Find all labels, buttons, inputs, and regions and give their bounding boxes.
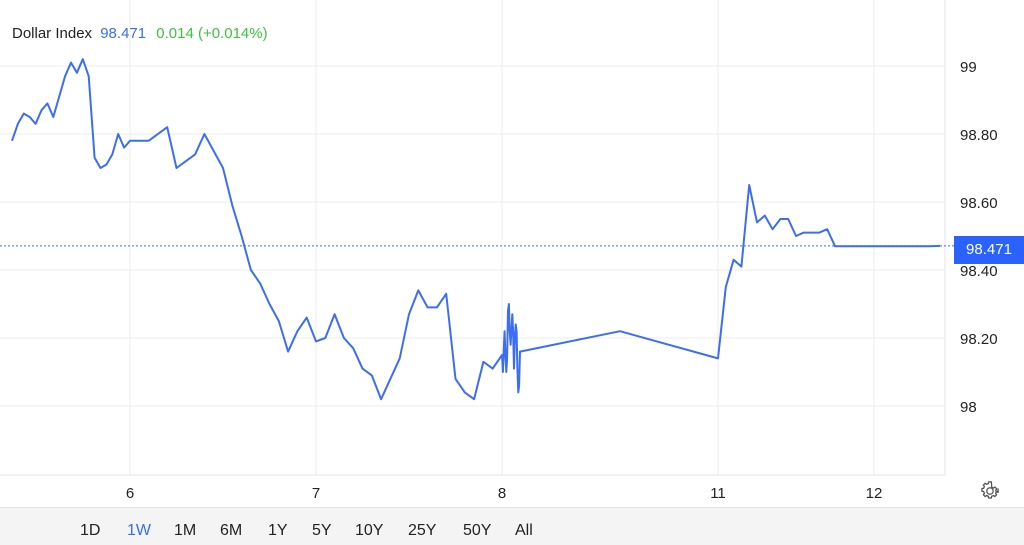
- y-tick-label: 99: [960, 59, 977, 76]
- current-price: 98.471: [100, 25, 147, 42]
- x-tick-label: 7: [312, 485, 320, 502]
- range-1w-button[interactable]: 1W: [127, 522, 151, 539]
- gear-icon[interactable]: [979, 480, 1001, 502]
- horizontal-gridlines: [0, 65, 945, 407]
- chart-header: Dollar Index 98.471 0.014 (+0.014%): [12, 25, 268, 42]
- range-all-button[interactable]: All: [515, 522, 533, 539]
- x-tick-label: 11: [710, 485, 726, 502]
- y-axis-labels: 99 98.80 98.60 98.40 98.20 98: [960, 59, 998, 416]
- vertical-gridlines: [129, 0, 875, 475]
- price-series-line: [11, 58, 941, 401]
- y-tick-label: 98.40: [960, 263, 998, 280]
- range-selector-bar: 1D 1W 1M 6M 1Y 5Y 10Y 25Y 50Y All: [0, 507, 1024, 545]
- range-6m-button[interactable]: 6M: [220, 522, 243, 539]
- range-10y-button[interactable]: 10Y: [355, 522, 384, 539]
- x-tick-label: 8: [498, 485, 506, 502]
- range-5y-button[interactable]: 5Y: [312, 522, 332, 539]
- y-tick-label: 98.80: [960, 127, 998, 144]
- range-1d-button[interactable]: 1D: [80, 522, 101, 539]
- range-1m-button[interactable]: 1M: [174, 522, 197, 539]
- y-tick-label: 98: [960, 399, 977, 416]
- range-1y-button[interactable]: 1Y: [268, 522, 288, 539]
- instrument-name: Dollar Index: [12, 25, 93, 42]
- y-tick-label: 98.60: [960, 195, 998, 212]
- x-axis-labels: 6 7 8 11 12: [126, 485, 883, 502]
- line-chart: 99 98.80 98.60 98.40 98.20 98 6 7 8 11 12: [0, 0, 998, 502]
- price-change: 0.014 (+0.014%): [156, 25, 268, 42]
- current-price-badge: 98.471: [954, 236, 1024, 264]
- range-50y-button[interactable]: 50Y: [463, 522, 492, 539]
- x-tick-label: 12: [866, 485, 883, 502]
- x-tick-label: 6: [126, 485, 134, 502]
- y-tick-label: 98.20: [960, 331, 998, 348]
- range-25y-button[interactable]: 25Y: [408, 522, 437, 539]
